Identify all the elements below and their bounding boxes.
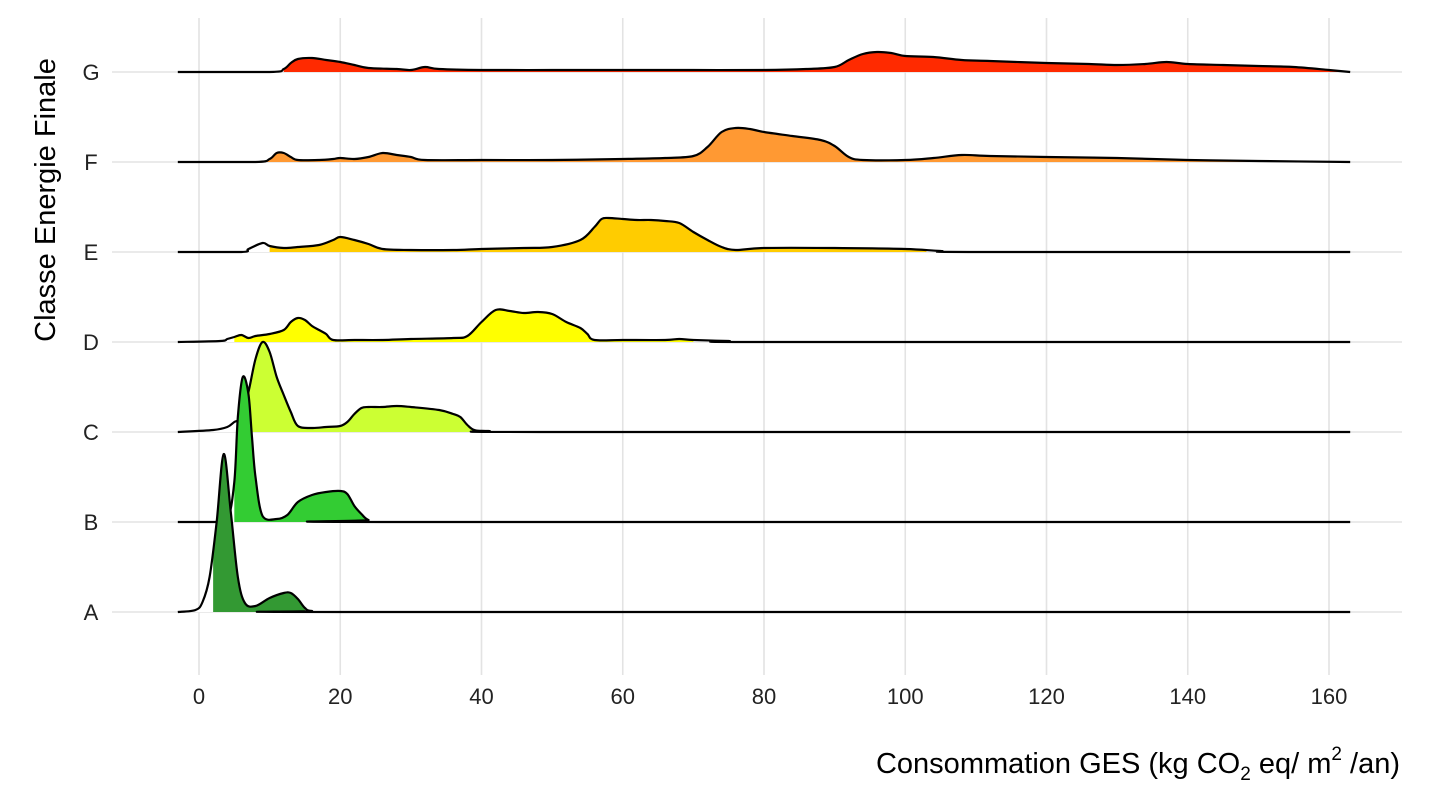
x-tick-label: 140 bbox=[1169, 684, 1206, 709]
ridge-line-G bbox=[177, 50, 1351, 74]
grid-layer bbox=[112, 18, 1402, 675]
ridge-fill-F bbox=[262, 127, 1351, 162]
ridge-fill-G bbox=[283, 51, 1351, 72]
ridge-line-D bbox=[177, 308, 1351, 344]
ridge-line-F bbox=[177, 126, 1351, 164]
x-tick-label: 40 bbox=[469, 684, 493, 709]
ridge-fill-B bbox=[234, 376, 376, 522]
y-tick-label-E: E bbox=[84, 240, 99, 265]
y-tick-label-A: A bbox=[84, 600, 99, 625]
ridge-fill-E bbox=[269, 217, 927, 252]
x-axis-title-sup: 2 bbox=[1331, 744, 1342, 765]
y-axis-title: Classe Energie Finale bbox=[30, 58, 62, 342]
ridge-line-B bbox=[177, 375, 1351, 524]
ridge-fill-A bbox=[213, 453, 305, 612]
x-tick-label: 100 bbox=[887, 684, 924, 709]
y-tick-label-F: F bbox=[84, 150, 97, 175]
y-tick-label-C: C bbox=[83, 420, 99, 445]
x-tick-label: 120 bbox=[1028, 684, 1065, 709]
x-axis-title: Consommation GES (kg CO2 eq/ m2 /an) bbox=[876, 744, 1400, 785]
x-tick-label: 20 bbox=[328, 684, 352, 709]
ridge-fill-D bbox=[234, 309, 694, 342]
x-axis-title-middle: eq/ m bbox=[1251, 748, 1332, 780]
y-tick-label-G: G bbox=[82, 60, 99, 85]
ridge-line-A bbox=[177, 452, 1351, 614]
y-tick-label-D: D bbox=[83, 330, 99, 355]
ridge-line-C bbox=[177, 340, 1351, 434]
label-layer: 0 20 40 60 80 100 120 140 160 A B C D E F G bbox=[82, 60, 1347, 709]
y-tick-label-B: B bbox=[84, 510, 99, 535]
x-axis-title-prefix: Consommation GES (kg CO bbox=[876, 748, 1240, 780]
x-axis-title-sub: 2 bbox=[1240, 764, 1251, 785]
ridge-line-E bbox=[177, 216, 1351, 254]
x-tick-label: 80 bbox=[752, 684, 776, 709]
x-tick-label: 160 bbox=[1311, 684, 1348, 709]
x-tick-label: 60 bbox=[611, 684, 635, 709]
ridge-layer bbox=[177, 50, 1351, 614]
x-axis-title-suffix: /an) bbox=[1342, 748, 1400, 780]
x-tick-label: 0 bbox=[193, 684, 205, 709]
